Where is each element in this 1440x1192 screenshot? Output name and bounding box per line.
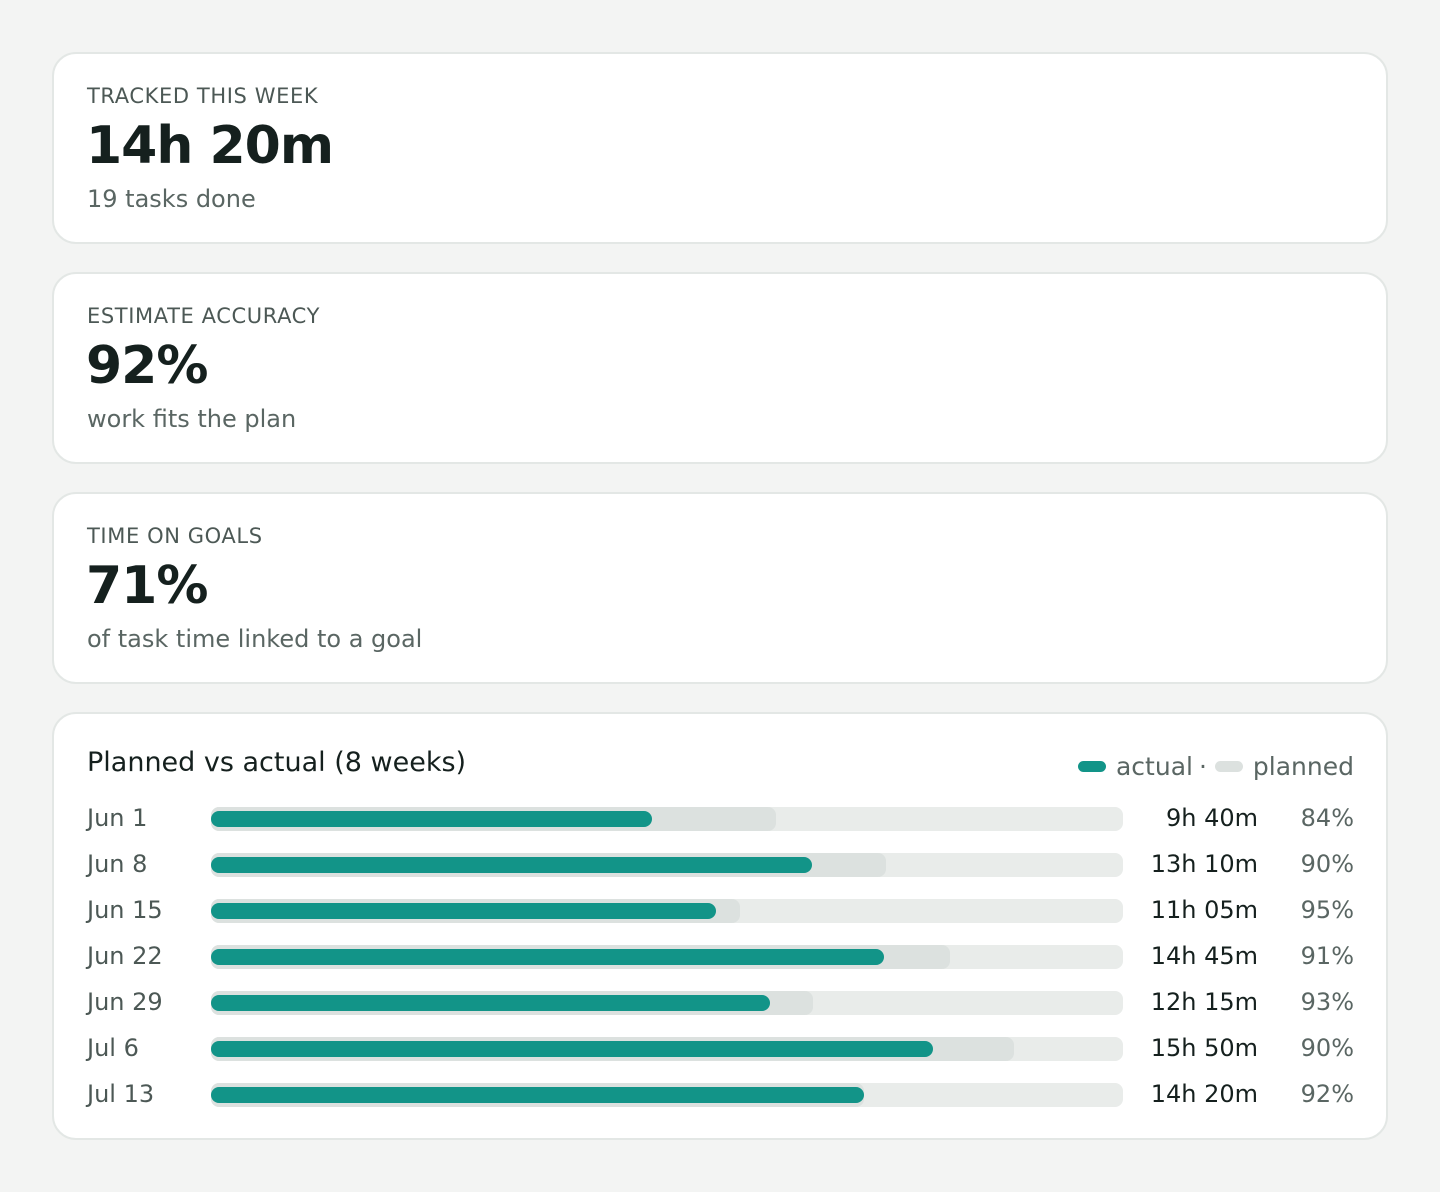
week-label: Jun 15 [87,896,163,924]
accuracy-pct-label: 95% [1300,896,1354,924]
stat-value: 14h 20m [86,116,334,176]
actual-bar [211,903,717,919]
week-label: Jun 22 [87,942,163,970]
stat-value: 92% [86,336,208,396]
chart-row: Jun 15 11h 05m 95% [54,896,1386,925]
actual-bar [211,995,770,1011]
actual-time-label: 14h 45m [1150,942,1258,970]
bar-track [211,945,1123,969]
stat-card-goals: TIME ON GOALS 71% of task time linked to… [52,492,1388,684]
chart-row: Jun 1 9h 40m 84% [54,804,1386,833]
bar-track [211,853,1123,877]
accuracy-pct-label: 90% [1300,850,1354,878]
accuracy-pct-label: 93% [1300,988,1354,1016]
accuracy-pct-label: 84% [1300,804,1354,832]
actual-bar [211,1041,933,1057]
legend-swatch-planned [1214,761,1243,772]
stat-subtext: of task time linked to a goal [87,625,423,653]
actual-bar [211,857,812,873]
chart-row: Jul 13 14h 20m 92% [54,1080,1386,1109]
actual-time-label: 14h 20m [1150,1080,1258,1108]
stat-label: TIME ON GOALS [87,524,263,548]
accuracy-pct-label: 91% [1300,942,1354,970]
actual-time-label: 12h 15m [1150,988,1258,1016]
legend-separator: · [1198,752,1207,781]
chart-row: Jun 22 14h 45m 91% [54,942,1386,971]
week-label: Jun 8 [87,850,148,878]
bar-track [211,807,1123,831]
actual-bar [211,811,652,827]
stat-card-tracked: TRACKED THIS WEEK 14h 20m 19 tasks done [52,52,1388,244]
chart-legend: actual · planned [1077,752,1354,781]
legend-label-planned: planned [1252,752,1354,781]
actual-time-label: 15h 50m [1150,1034,1258,1062]
bar-track [211,1037,1123,1061]
stat-label: ESTIMATE ACCURACY [87,304,320,328]
week-label: Jun 29 [87,988,163,1016]
accuracy-pct-label: 92% [1300,1080,1354,1108]
chart-title: Planned vs actual (8 weeks) [87,747,467,778]
legend-label-actual: actual [1115,752,1193,781]
week-label: Jul 6 [87,1034,139,1062]
bar-track [211,991,1123,1015]
actual-bar [211,1087,865,1103]
actual-time-label: 11h 05m [1150,896,1258,924]
stat-label: TRACKED THIS WEEK [87,84,319,108]
chart-row: Jul 6 15h 50m 90% [54,1034,1386,1063]
bar-track [211,1083,1123,1107]
stat-card-accuracy: ESTIMATE ACCURACY 92% work fits the plan [52,272,1388,464]
chart-row: Jun 8 13h 10m 90% [54,850,1386,879]
accuracy-pct-label: 90% [1300,1034,1354,1062]
stat-subtext: 19 tasks done [87,185,256,213]
stat-value: 71% [86,556,208,616]
actual-time-label: 13h 10m [1150,850,1258,878]
actual-time-label: 9h 40m [1165,804,1258,832]
planned-vs-actual-card: Planned vs actual (8 weeks) actual · pla… [52,712,1388,1140]
legend-swatch-actual [1077,761,1106,772]
actual-bar [211,949,884,965]
week-label: Jul 13 [87,1080,155,1108]
chart-row: Jun 29 12h 15m 93% [54,988,1386,1017]
stat-subtext: work fits the plan [87,405,297,433]
bar-track [211,899,1123,923]
week-label: Jun 1 [87,804,148,832]
